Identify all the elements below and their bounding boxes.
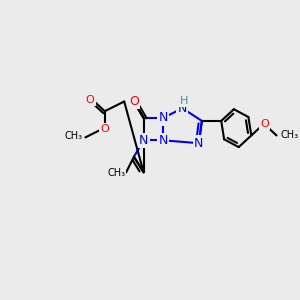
Text: O: O — [260, 119, 269, 129]
Text: CH₃: CH₃ — [107, 168, 125, 178]
Text: N: N — [158, 112, 168, 124]
Text: CH₃: CH₃ — [280, 130, 298, 140]
Text: CH₃: CH₃ — [64, 131, 82, 141]
Text: N: N — [158, 134, 168, 147]
Text: O: O — [129, 95, 139, 108]
Text: N: N — [178, 102, 187, 115]
Text: O: O — [100, 124, 109, 134]
Text: N: N — [194, 137, 204, 150]
Text: H: H — [180, 95, 188, 106]
Text: N: N — [139, 134, 148, 147]
Text: O: O — [86, 94, 94, 104]
